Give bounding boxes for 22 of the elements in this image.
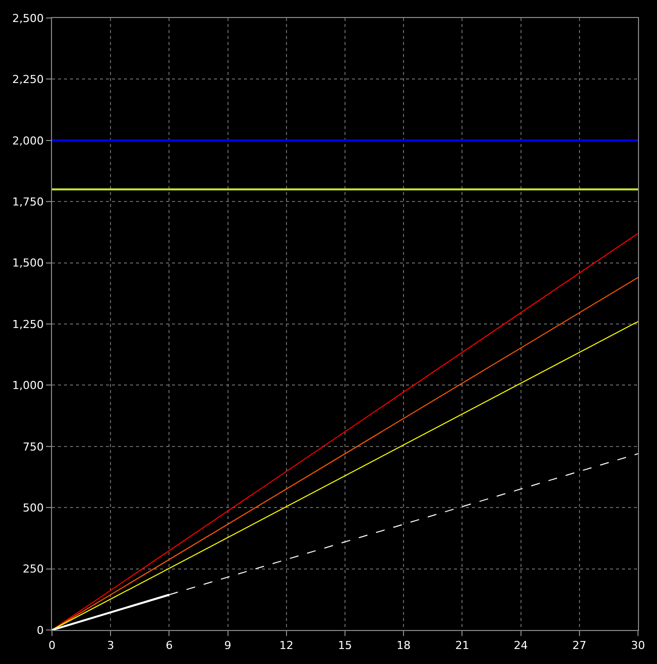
x-tick-label: 27 — [572, 639, 586, 652]
x-tick-label: 30 — [631, 639, 645, 652]
y-tick-label: 2,500 — [12, 12, 44, 25]
y-tick-label: 2,000 — [12, 134, 44, 148]
x-tick-label: 0 — [48, 639, 56, 652]
y-tick-label: 0 — [36, 624, 44, 637]
y-tick-label: 1,000 — [12, 379, 44, 392]
y-tick-label: 1,500 — [12, 256, 44, 270]
y-tick-label: 2,250 — [12, 73, 44, 86]
x-tick-label: 15 — [338, 639, 352, 652]
y-tick-label: 1,250 — [12, 318, 44, 331]
y-tick-label: 750 — [22, 440, 44, 454]
x-tick-label: 18 — [396, 639, 411, 652]
x-tick-label: 9 — [224, 639, 232, 652]
y-tick-label: 250 — [22, 562, 44, 576]
y-tick-label: 500 — [22, 501, 44, 514]
x-tick-label: 24 — [514, 639, 528, 652]
x-tick-label: 21 — [455, 639, 470, 652]
x-tick-label: 6 — [166, 639, 173, 652]
y-tick-label: 1,750 — [12, 195, 44, 208]
x-tick-label: 12 — [279, 639, 294, 652]
x-tick-label: 3 — [107, 639, 114, 652]
